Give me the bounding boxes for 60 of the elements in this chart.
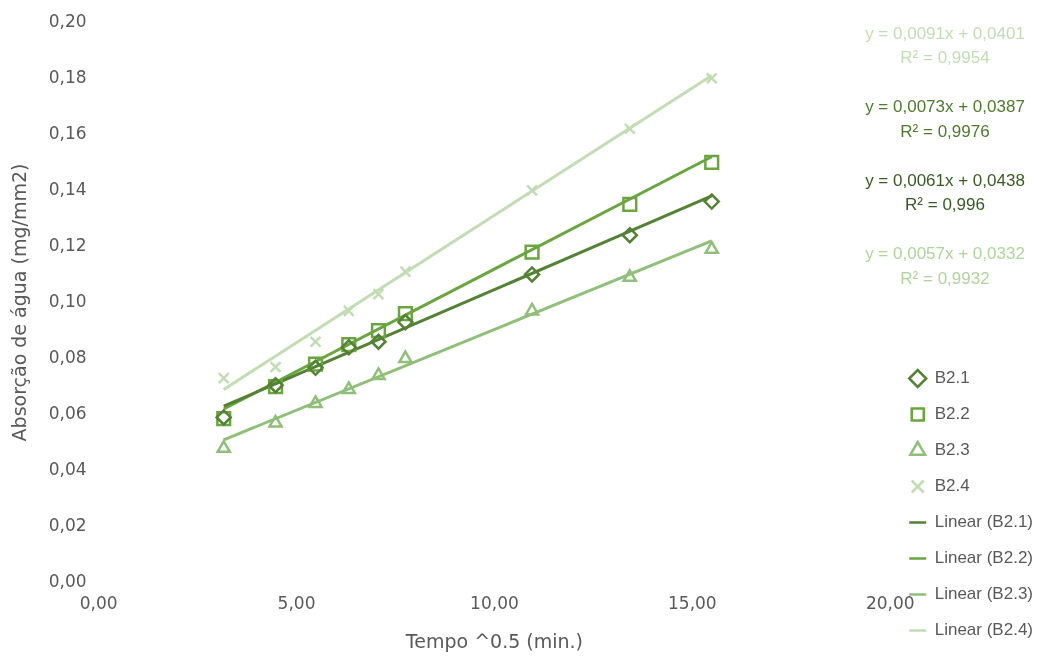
y-tick-label: 0,18	[48, 66, 87, 87]
x-tick-label: 5,00	[277, 593, 316, 614]
point	[524, 244, 540, 260]
y-tick-label: 0,06	[48, 403, 87, 424]
y-tick-label: 0,02	[48, 515, 87, 536]
legend-label: B2.4	[934, 476, 970, 496]
legend-label: Linear (B2.4)	[934, 620, 1034, 640]
point	[216, 440, 232, 454]
annotation: y = 0,0073x + 0,0387	[865, 97, 1025, 117]
point	[309, 335, 322, 348]
point	[623, 122, 636, 135]
point	[398, 350, 413, 364]
y-tick-label: 0,04	[48, 459, 87, 480]
point	[371, 367, 386, 381]
legend-label: Linear (B2.1)	[934, 512, 1034, 532]
text: R² = 0,9954	[900, 48, 990, 68]
point	[523, 266, 541, 283]
annotation: y = 0,0061x + 0,0438	[865, 170, 1025, 190]
x-axis-title: Tempo ^0.5 (min.)	[404, 629, 584, 652]
x-tick-label: 10,00	[470, 593, 519, 614]
point	[307, 359, 324, 377]
point	[268, 414, 283, 428]
legend-label: Linear (B2.3)	[934, 584, 1034, 604]
x-tick-label: 0,00	[79, 593, 118, 614]
y-tick-label: 0,10	[48, 290, 87, 311]
text: R² = 0,9932	[900, 268, 990, 288]
point	[217, 371, 230, 385]
point	[622, 269, 638, 283]
point	[703, 193, 720, 210]
point	[370, 333, 387, 350]
x-tick-label: 15,00	[668, 593, 717, 614]
point	[525, 184, 539, 197]
y-tick-label: 0,16	[48, 122, 87, 143]
point	[342, 304, 355, 318]
point	[524, 302, 540, 316]
y-tick-label: 0,14	[48, 178, 87, 199]
y-axis-title: Absorção de água (mg/mm2)	[8, 163, 31, 442]
y-tick-label: 0,00	[48, 571, 87, 592]
point	[705, 72, 718, 85]
legend-label: B2.3	[934, 440, 970, 460]
point	[341, 381, 357, 395]
y-tick-label: 0,20	[48, 10, 87, 31]
y-tick-label: 0,12	[48, 234, 87, 255]
annotation: y = 0,0057x + 0,0332	[865, 244, 1025, 264]
point	[372, 287, 385, 301]
text: R² = 0,996	[905, 195, 985, 215]
legend-label: B2.2	[934, 404, 970, 424]
point	[308, 395, 323, 409]
x-tick-label: 20,00	[865, 593, 915, 614]
point	[397, 313, 414, 331]
point	[399, 265, 412, 278]
y-tick-label: 0,08	[48, 346, 87, 367]
point	[621, 226, 639, 244]
point	[269, 360, 282, 374]
text: R² = 0,9976	[900, 121, 990, 141]
legend-label: B2.1	[934, 368, 970, 388]
annotation: y = 0,0091x + 0,0401	[865, 23, 1025, 43]
legend-label: Linear (B2.2)	[934, 548, 1034, 568]
point	[704, 154, 720, 170]
point	[622, 196, 638, 213]
